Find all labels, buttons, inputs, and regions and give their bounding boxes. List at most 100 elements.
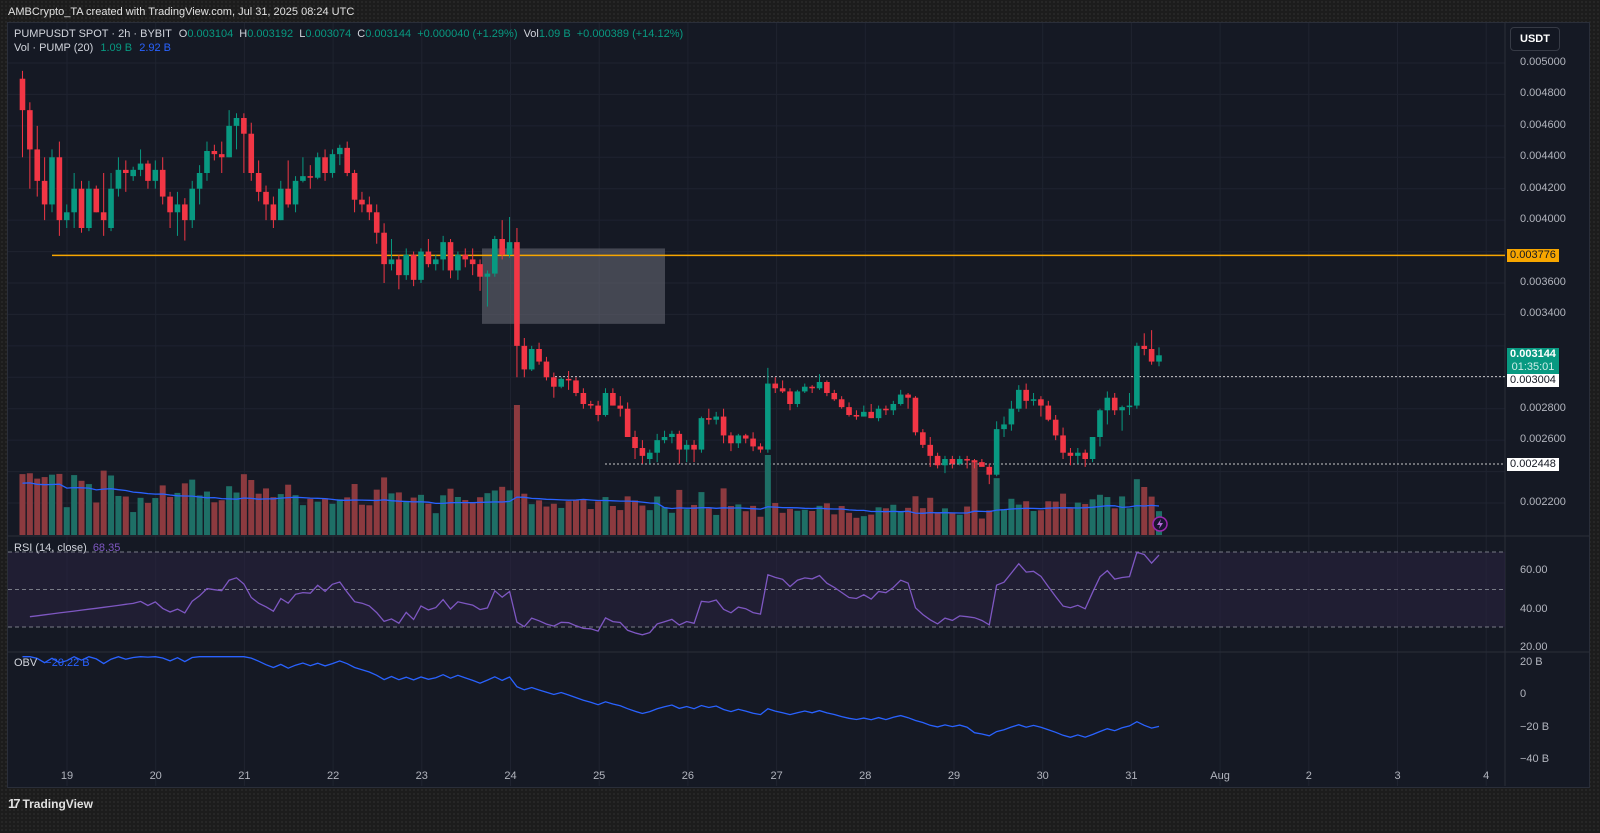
candle (558, 378, 565, 387)
volume-bar (949, 513, 956, 535)
candle (285, 188, 291, 205)
resistance-price-tag: 0.003004 (1507, 374, 1559, 387)
lightning-icon[interactable] (1152, 516, 1168, 532)
rsi-name[interactable]: RSI (14, close) (14, 542, 87, 554)
volume-bar (912, 496, 919, 535)
rsi-legend: RSI (14, close) 68.35 (14, 542, 120, 554)
time-tick: 30 (1036, 770, 1049, 782)
time-tick: 31 (1125, 770, 1138, 782)
volume-bar (890, 504, 897, 535)
volume-bar (676, 489, 683, 535)
candle (912, 397, 919, 433)
volume-bar (447, 488, 454, 535)
candle (706, 418, 712, 420)
candle (602, 392, 609, 415)
tradingview-logo[interactable]: 17 TradingView (8, 796, 93, 811)
supply-zone-box[interactable] (482, 248, 665, 324)
candle (949, 458, 956, 464)
candle (986, 466, 993, 475)
volume-bar (1008, 498, 1015, 535)
volume-bar (654, 496, 661, 535)
volume-bar (831, 514, 838, 535)
volume-bar (934, 512, 941, 535)
volume-bar (137, 497, 144, 535)
volume-bar (787, 508, 793, 535)
volume-bar (41, 477, 48, 535)
volume-bar (432, 513, 439, 535)
price-tick: 0.004800 (1520, 87, 1566, 100)
volume-bar (646, 510, 653, 535)
price-tick: 0.002200 (1520, 495, 1566, 508)
candle (632, 436, 638, 448)
volume-bar (978, 518, 985, 535)
volume-bar (167, 497, 174, 535)
volume-bar (1148, 496, 1155, 535)
candle (920, 432, 926, 445)
candle (233, 117, 240, 126)
candle (942, 458, 948, 466)
time-tick: 21 (238, 770, 251, 782)
volume-bar (277, 494, 284, 535)
volume-bar (572, 499, 579, 535)
candle (492, 238, 498, 274)
change-value: +0.000040 (+1.29%) (417, 28, 518, 40)
volume-bar (1126, 508, 1133, 535)
volume-bar (964, 506, 971, 535)
candle (639, 447, 646, 456)
candle (1067, 452, 1074, 456)
volume-bar (307, 498, 314, 535)
candle (469, 259, 476, 265)
candle (838, 399, 845, 408)
obv-name[interactable]: OBV (14, 657, 38, 669)
volume-bar (181, 483, 188, 535)
candle (691, 444, 697, 450)
candle (41, 180, 48, 205)
volume-bar (115, 495, 122, 535)
volume-legend: Vol · PUMP (20) 1.09 B 2.92 B (14, 42, 171, 54)
volume-bars (19, 405, 1162, 535)
candle (551, 377, 557, 387)
symbol-name[interactable]: PUMPUSDT SPOT · 2h · BYBIT (14, 28, 172, 40)
candle (624, 408, 631, 437)
price-tick: 0.003600 (1520, 275, 1566, 288)
time-tick: 4 (1483, 770, 1490, 782)
volume-indicator-name[interactable]: Vol · PUMP (20) (14, 42, 94, 54)
volume-bar (742, 511, 749, 535)
candle (1015, 389, 1022, 409)
candle (964, 458, 970, 461)
volume-bar (418, 494, 424, 535)
time-tick: 27 (770, 770, 783, 782)
price-tick: 0.004200 (1520, 181, 1566, 194)
volume-bar (454, 496, 461, 535)
candle (255, 172, 262, 192)
candle (610, 392, 616, 406)
candle (204, 150, 210, 173)
candle (971, 460, 978, 463)
candle (846, 407, 852, 415)
candle (174, 204, 181, 213)
volume-bar (609, 505, 616, 535)
volume-bar (986, 510, 993, 535)
last-price: 0.003144 (1510, 348, 1556, 360)
volume-bar (971, 460, 978, 535)
candle (1052, 419, 1059, 436)
currency-unit-button[interactable]: USDT (1510, 27, 1560, 51)
volume-bar (580, 499, 587, 535)
candle (573, 380, 579, 393)
volume-bar (1052, 501, 1059, 535)
candle (646, 452, 653, 459)
time-tick: 24 (504, 770, 517, 782)
hline-price-tag: 0.003776 (1507, 249, 1559, 262)
volume-bar (691, 504, 698, 535)
volume-bar (484, 493, 491, 535)
volume-bar (240, 474, 247, 535)
obv-tick-0: 0 (1520, 688, 1527, 700)
candle (359, 199, 365, 205)
candle (182, 204, 188, 221)
volume-bar (499, 486, 506, 535)
candle (270, 204, 277, 221)
obv-line (22, 655, 1160, 738)
candle (1119, 407, 1125, 411)
candle (514, 242, 520, 346)
